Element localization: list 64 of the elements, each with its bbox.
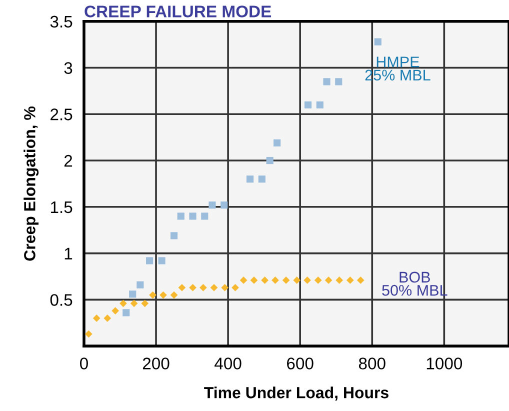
point (201, 212, 208, 220)
x-tick-label: 600 (287, 358, 314, 370)
x-tick-label: 1000 (426, 358, 462, 370)
point (189, 212, 196, 220)
point (170, 291, 178, 299)
point (282, 276, 290, 284)
point (200, 284, 207, 292)
point (141, 300, 149, 308)
x-axis-title: Time Under Load, Hours (204, 386, 388, 401)
point (258, 176, 266, 183)
point (250, 276, 258, 284)
point (220, 202, 228, 209)
y-axis-title: Creep Elongation, % (24, 106, 39, 261)
point (272, 276, 279, 284)
point (170, 232, 178, 240)
point (232, 284, 239, 292)
point (323, 78, 330, 86)
x-tick-label: 200 (142, 358, 170, 370)
point (178, 284, 186, 292)
point (221, 284, 228, 292)
point (160, 291, 167, 299)
point (304, 101, 312, 108)
point (261, 276, 268, 284)
y-tick-label: 1.5 (50, 201, 72, 214)
point (246, 176, 254, 183)
point (158, 257, 166, 264)
point (356, 276, 364, 284)
y-tick-label: 2.5 (50, 108, 72, 120)
point (274, 139, 281, 146)
chart-title: CREEP FAILURE MODE (84, 6, 272, 18)
point (324, 276, 332, 284)
y-tick-label: 2 (64, 154, 72, 167)
point (92, 314, 100, 322)
y-tick-label: 1 (64, 248, 72, 260)
x-tick-label: 800 (358, 358, 386, 370)
y-tick-label: 3 (64, 62, 72, 74)
point (189, 284, 196, 292)
point (293, 276, 301, 284)
point (316, 101, 324, 108)
point (177, 212, 184, 220)
point (149, 291, 156, 299)
y-tick-label: 3.5 (50, 16, 72, 28)
point (104, 314, 112, 322)
point (208, 202, 216, 209)
point (129, 290, 136, 298)
point (84, 330, 92, 338)
point (210, 284, 218, 292)
point (346, 276, 354, 284)
point (314, 276, 322, 284)
point (335, 78, 342, 86)
point (336, 276, 344, 284)
point (112, 307, 119, 314)
point (240, 276, 248, 284)
point (120, 300, 127, 308)
point (130, 300, 138, 308)
point (374, 38, 382, 46)
point (122, 309, 130, 316)
x-tick-label: 0 (80, 358, 88, 370)
point (136, 281, 144, 288)
x-tick-label: 400 (214, 358, 242, 370)
point (146, 257, 154, 264)
point (304, 276, 311, 284)
point (266, 156, 274, 164)
y-tick-label: 0.5 (50, 294, 72, 306)
